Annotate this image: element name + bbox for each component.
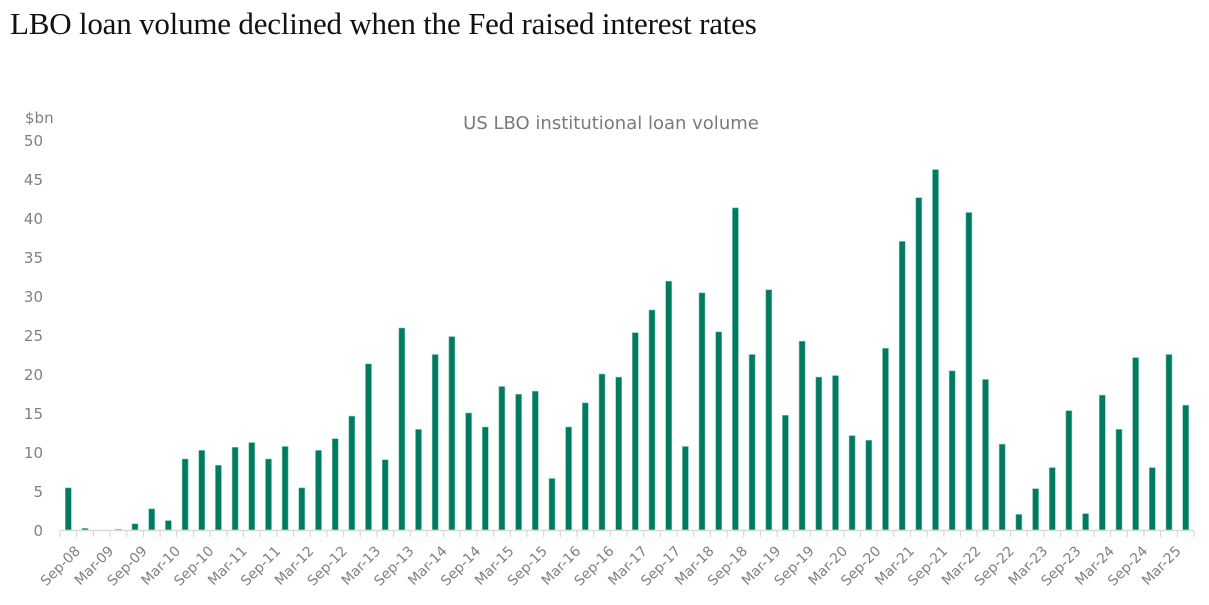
- bar-sep-22: [998, 443, 1006, 531]
- y-tick-label: 50: [24, 132, 43, 150]
- bar-sep-16: [598, 373, 606, 531]
- bar-dec-13: [415, 429, 422, 531]
- bar-jun-25: [1182, 404, 1189, 531]
- bar-jun-11: [248, 442, 256, 531]
- bar-sep-08: [65, 487, 72, 531]
- bar-sep-18: [732, 207, 739, 531]
- bar-mar-16: [565, 426, 572, 531]
- bar-dec-24: [1149, 467, 1156, 531]
- bar-jun-12: [315, 450, 322, 531]
- y-axis: 0 5 10 15 20 25 30 35 40 45 50: [24, 132, 43, 540]
- bar-mar-21: [898, 241, 906, 531]
- bar-dec-14: [481, 426, 489, 531]
- y-tick-label: 25: [24, 327, 43, 345]
- bar-sep-09: [131, 523, 139, 531]
- bar-jun-18: [715, 331, 723, 531]
- bar-mar-24: [1099, 394, 1106, 531]
- bar-sep-24: [1132, 357, 1139, 531]
- bar-jun-21: [915, 197, 923, 531]
- bar-mar-14: [431, 354, 439, 531]
- y-tick-label: 30: [24, 288, 43, 306]
- bar-jun-16: [581, 402, 589, 531]
- y-tick-label: 5: [33, 483, 43, 501]
- bar-jun-13: [381, 459, 389, 531]
- bar-mar-11: [231, 446, 239, 531]
- bar-mar-22: [965, 212, 973, 531]
- chart-title: US LBO institutional loan volume: [463, 113, 759, 134]
- bar-mar-18: [698, 292, 706, 531]
- bar-dec-17: [682, 446, 689, 531]
- bar-jun-20: [848, 435, 856, 531]
- bar-sep-15: [531, 390, 539, 531]
- bar-sep-17: [665, 280, 673, 531]
- bars-group: [65, 169, 1189, 531]
- bar-mar-12: [298, 487, 306, 531]
- y-tick-label: 10: [24, 444, 43, 462]
- bar-jun-14: [448, 336, 456, 531]
- y-tick-label: 0: [33, 522, 43, 540]
- y-tick-label: 20: [24, 366, 43, 384]
- bar-dec-19: [815, 376, 823, 531]
- bar-dec-21: [948, 370, 956, 531]
- bar-mar-15: [498, 386, 506, 531]
- bar-dec-23: [1082, 513, 1089, 531]
- bar-jun-17: [648, 309, 656, 531]
- bar-dec-09: [148, 508, 155, 531]
- bar-sep-12: [331, 438, 339, 531]
- bar-dec-22: [1015, 514, 1023, 531]
- bar-sep-14: [465, 412, 472, 531]
- bar-jun-10: [181, 458, 189, 531]
- bar-jun-24: [1115, 429, 1123, 531]
- bar-dec-15: [548, 478, 556, 531]
- bar-dec-20: [882, 347, 889, 531]
- bar-sep-11: [265, 458, 272, 531]
- bar-sep-23: [1065, 410, 1073, 531]
- bar-jun-19: [782, 414, 789, 531]
- y-tick-label: 40: [24, 210, 43, 228]
- y-axis-unit-label: $bn: [25, 109, 54, 127]
- bar-dec-10: [215, 464, 222, 531]
- bar-dec-12: [348, 415, 356, 531]
- bar-mar-17: [631, 332, 639, 531]
- bar-sep-10: [198, 450, 206, 531]
- bar-sep-20: [865, 439, 873, 531]
- bar-mar-25: [1165, 354, 1173, 531]
- bar-dec-16: [615, 376, 623, 531]
- y-tick-label: 35: [24, 249, 43, 267]
- bar-sep-19: [798, 340, 806, 531]
- bar-mar-13: [365, 363, 372, 531]
- bar-jun-22: [982, 379, 989, 531]
- y-tick-label: 45: [24, 171, 43, 189]
- bar-sep-21: [932, 169, 939, 531]
- bar-jun-23: [1049, 467, 1056, 531]
- bar-mar-19: [765, 289, 773, 531]
- bar-mar-23: [1032, 488, 1039, 531]
- headline: LBO loan volume declined when the Fed ra…: [10, 6, 757, 41]
- bar-mar-20: [832, 375, 839, 531]
- x-axis: Sep-08Mar-09Sep-09Mar-10Sep-10Mar-11Sep-…: [38, 531, 1195, 589]
- y-tick-label: 15: [24, 405, 43, 423]
- bar-dec-11: [281, 446, 289, 531]
- bar-mar-10: [165, 520, 172, 531]
- bar-jun-15: [515, 393, 522, 531]
- bar-sep-13: [398, 327, 406, 531]
- bar-dec-18: [748, 354, 756, 531]
